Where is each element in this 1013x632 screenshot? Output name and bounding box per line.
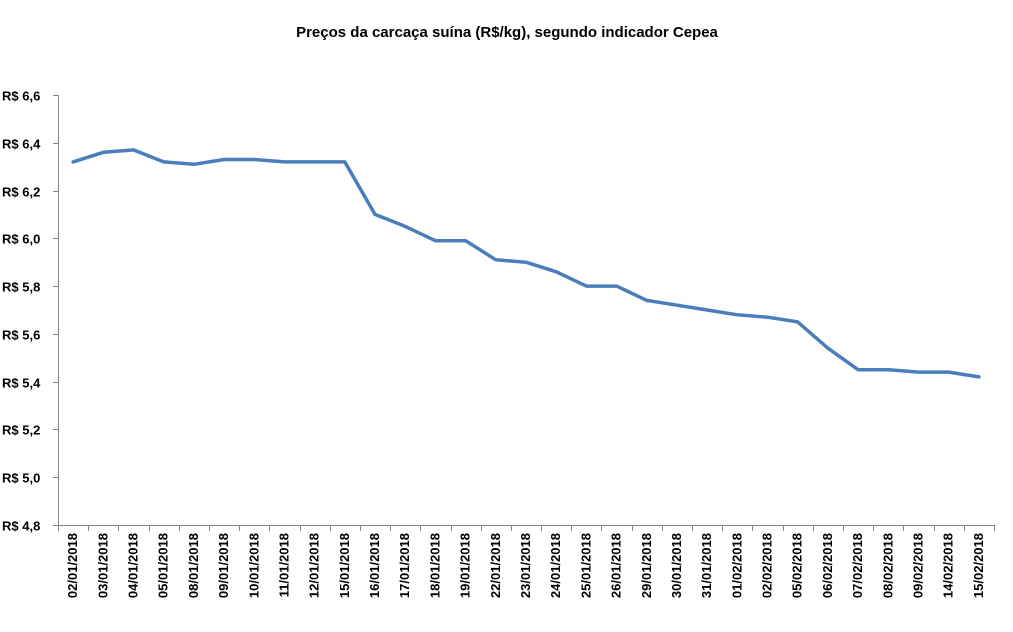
x-tick-label: 08/01/2018 xyxy=(186,533,201,598)
data-point xyxy=(132,148,135,152)
data-point xyxy=(71,160,75,164)
data-point xyxy=(645,299,648,302)
x-tick-label: 30/01/2018 xyxy=(669,533,684,598)
x-tick-label: 15/01/2018 xyxy=(337,533,352,598)
y-tick-label: R$ 6,6 xyxy=(2,89,40,104)
y-tick-label: R$ 6,0 xyxy=(2,232,40,247)
x-tick-label: 19/01/2018 xyxy=(458,533,473,598)
x-tick-label: 05/02/2018 xyxy=(790,533,805,598)
plot-series xyxy=(71,148,981,379)
x-tick-label: 25/01/2018 xyxy=(578,533,593,598)
x-tick-label: 03/01/2018 xyxy=(95,533,110,598)
y-tick-label: R$ 5,8 xyxy=(2,280,40,295)
data-point xyxy=(796,320,799,324)
x-tick-label: 01/02/2018 xyxy=(729,533,744,598)
data-point xyxy=(977,375,981,379)
data-point xyxy=(162,160,165,164)
data-point xyxy=(283,160,286,164)
y-tick-label: R$ 5,6 xyxy=(2,328,40,343)
y-tick-label: R$ 5,2 xyxy=(2,423,40,438)
data-point xyxy=(947,370,950,374)
data-point xyxy=(615,284,618,288)
x-tick-label: 16/01/2018 xyxy=(367,533,382,598)
y-tick-label: R$ 5,4 xyxy=(2,376,41,391)
data-point xyxy=(887,368,890,371)
x-tick-label: 31/01/2018 xyxy=(699,533,714,598)
x-tick-label: 10/01/2018 xyxy=(246,533,261,598)
x-tick-label: 26/01/2018 xyxy=(609,533,624,598)
x-tick-label: 06/02/2018 xyxy=(820,533,835,598)
data-point xyxy=(736,313,739,316)
data-point xyxy=(917,370,920,374)
x-tick-label: 11/01/2018 xyxy=(276,533,291,597)
data-point xyxy=(434,239,437,242)
data-point xyxy=(555,270,558,273)
x-tick-label: 12/01/2018 xyxy=(307,533,322,598)
x-tick-label: 23/01/2018 xyxy=(518,533,533,598)
data-point xyxy=(826,347,830,350)
y-axis: R$ 4,8 R$ 5,0 R$ 5,2 R$ 5,4 R$ 5,6 R$ 5,8 R$ 6… xyxy=(2,89,59,534)
data-point xyxy=(675,304,679,307)
x-tick-label: 04/01/2018 xyxy=(125,533,140,598)
x-tick-label: 14/02/2018 xyxy=(941,533,956,598)
data-point xyxy=(856,368,860,371)
x-tick-label: 09/02/2018 xyxy=(911,533,926,598)
x-tick-label: 22/01/2018 xyxy=(488,533,503,598)
x-tick-label: 02/02/2018 xyxy=(760,533,775,598)
x-tick-label: 05/01/2018 xyxy=(156,533,171,598)
x-tick-label: 29/01/2018 xyxy=(639,533,654,598)
x-tick-label: 18/01/2018 xyxy=(427,533,442,598)
data-point xyxy=(222,158,226,161)
x-tick-label: 09/01/2018 xyxy=(216,533,231,598)
x-axis: 02/01/2018 03/01/2018 04/01/2018 05/01/2018… xyxy=(58,525,995,598)
y-tick-label: R$ 6,4 xyxy=(2,137,41,152)
data-point xyxy=(253,158,256,161)
data-point xyxy=(494,258,497,261)
data-point xyxy=(766,316,769,319)
data-point xyxy=(404,225,407,228)
data-point xyxy=(706,308,709,312)
x-tick-label: 15/02/2018 xyxy=(971,533,986,598)
x-tick-label: 08/02/2018 xyxy=(880,533,895,598)
data-point xyxy=(192,163,196,166)
data-point xyxy=(524,261,528,264)
x-tick-label: 02/01/2018 xyxy=(65,533,80,598)
data-point xyxy=(373,213,377,216)
y-tick-label: R$ 5,0 xyxy=(2,471,40,486)
y-tick-label: R$ 6,2 xyxy=(2,185,40,200)
data-point xyxy=(464,239,467,242)
x-tick-label: 07/02/2018 xyxy=(850,533,865,598)
data-point xyxy=(102,151,105,154)
data-point xyxy=(585,284,588,288)
x-tick-label: 17/01/2018 xyxy=(397,533,412,598)
data-point xyxy=(313,160,316,164)
y-tick-label: R$ 4,8 xyxy=(2,519,40,534)
chart-title: Preços da carcaça suína (R$/kg), segundo… xyxy=(296,24,718,41)
x-tick-label: 24/01/2018 xyxy=(548,533,563,598)
data-point xyxy=(343,160,346,164)
